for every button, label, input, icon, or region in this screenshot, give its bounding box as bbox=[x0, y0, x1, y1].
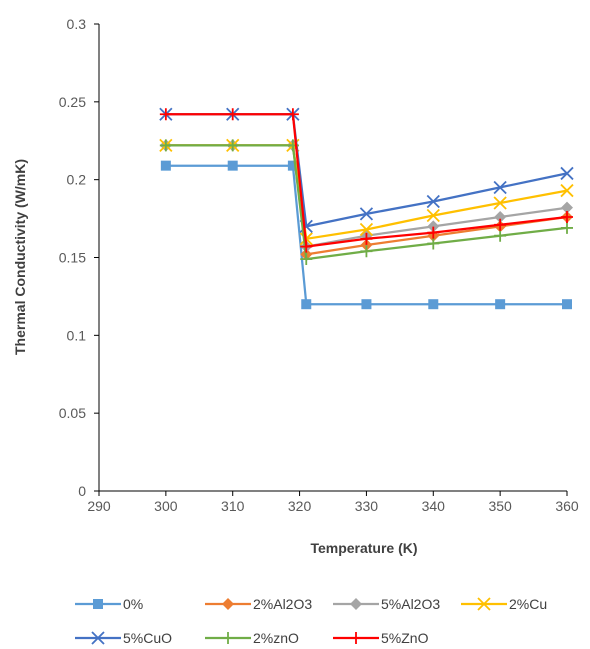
legend-item-4: 5%CuO bbox=[75, 630, 172, 646]
series-line bbox=[165, 164, 567, 306]
data-point bbox=[427, 237, 440, 250]
data-point bbox=[227, 160, 238, 171]
data-point bbox=[561, 211, 573, 224]
data-point bbox=[426, 194, 440, 209]
data-point bbox=[359, 222, 374, 237]
data-point bbox=[286, 108, 299, 121]
legend-label: 2%Cu bbox=[509, 596, 547, 612]
y-axis-title: Thermal Conductivity (W/mK) bbox=[12, 159, 28, 355]
series-4 bbox=[159, 107, 574, 234]
legend-swatch-marker bbox=[91, 631, 105, 645]
x-tick-label: 340 bbox=[422, 498, 446, 514]
legend-label: 0% bbox=[123, 596, 143, 612]
y-tick-label: 0.25 bbox=[59, 94, 86, 110]
data-point bbox=[360, 239, 373, 252]
data-point bbox=[226, 108, 239, 121]
data-point bbox=[494, 218, 507, 231]
y-tick-label: 0.1 bbox=[67, 327, 87, 343]
data-point bbox=[427, 226, 440, 239]
legend-item-2: 5%Al2O3 bbox=[333, 596, 440, 612]
data-point bbox=[359, 207, 374, 221]
legend-item-5: 2%znO bbox=[205, 630, 299, 646]
legend-swatch-marker bbox=[93, 599, 103, 609]
y-tick-label: 0 bbox=[78, 483, 86, 499]
legend-label: 2%Al2O3 bbox=[253, 596, 312, 612]
x-tick-label: 310 bbox=[221, 498, 245, 514]
legend-swatch-marker bbox=[477, 597, 491, 611]
y-tick-label: 0.3 bbox=[67, 16, 87, 32]
x-tick-label: 360 bbox=[555, 498, 579, 514]
data-point bbox=[426, 208, 440, 223]
data-point bbox=[159, 108, 172, 121]
x-axis-title: Temperature (K) bbox=[310, 540, 417, 556]
data-point bbox=[226, 139, 239, 152]
data-point bbox=[494, 211, 507, 224]
legend: 0% 2%Al2O3 5%Al2O3 2%Cu 5%CuO 2%znO 5%ZnO bbox=[75, 596, 547, 646]
series-6 bbox=[159, 108, 573, 253]
x-tick-label: 320 bbox=[288, 498, 312, 514]
series-layer bbox=[159, 107, 574, 310]
x-tick-label: 290 bbox=[87, 498, 111, 514]
y-tick-label: 0.15 bbox=[59, 250, 86, 266]
data-point bbox=[494, 229, 507, 242]
legend-item-0: 0% bbox=[75, 596, 143, 612]
series-line bbox=[165, 144, 568, 261]
data-point bbox=[560, 183, 574, 198]
legend-item-1: 2%Al2O3 bbox=[205, 596, 312, 612]
series-5 bbox=[159, 139, 573, 266]
legend-item-3: 2%Cu bbox=[461, 596, 547, 612]
data-point bbox=[360, 232, 373, 245]
data-point bbox=[560, 166, 574, 181]
data-point bbox=[562, 299, 572, 310]
legend-swatch-marker bbox=[222, 632, 234, 644]
y-tick-label: 0.05 bbox=[59, 405, 86, 421]
data-point bbox=[300, 240, 313, 253]
data-point bbox=[300, 253, 313, 266]
legend-label: 5%CuO bbox=[123, 630, 172, 646]
legend-label: 5%Al2O3 bbox=[381, 596, 440, 612]
x-tick-label: 350 bbox=[488, 498, 512, 514]
series-line bbox=[165, 113, 568, 248]
axes: 0 0.05 0.1 0.15 0.2 0.25 0.3 290 300 310 320 330 340… bbox=[59, 16, 579, 514]
data-point bbox=[160, 160, 171, 171]
data-point bbox=[361, 299, 372, 310]
x-tick-label: 300 bbox=[154, 498, 178, 514]
legend-swatch-marker bbox=[222, 598, 234, 610]
series-3 bbox=[159, 138, 574, 246]
y-tick-label: 0.2 bbox=[67, 172, 87, 188]
data-point bbox=[287, 160, 298, 171]
legend-swatch-marker bbox=[350, 598, 362, 610]
data-point bbox=[159, 139, 172, 152]
data-point bbox=[561, 201, 573, 214]
x-tick-label: 330 bbox=[355, 498, 379, 514]
data-point bbox=[493, 180, 507, 195]
data-point bbox=[495, 299, 506, 310]
data-point bbox=[427, 220, 440, 233]
series-line bbox=[165, 113, 568, 228]
legend-label: 2%znO bbox=[253, 630, 299, 646]
data-point bbox=[428, 299, 439, 310]
legend-item-6: 5%ZnO bbox=[333, 630, 429, 646]
data-point bbox=[301, 299, 312, 310]
data-point bbox=[561, 221, 573, 234]
data-point bbox=[360, 245, 373, 258]
legend-swatch-marker bbox=[350, 632, 362, 644]
legend-label: 5%ZnO bbox=[381, 630, 429, 646]
series-0 bbox=[160, 160, 572, 310]
data-point bbox=[493, 196, 507, 210]
